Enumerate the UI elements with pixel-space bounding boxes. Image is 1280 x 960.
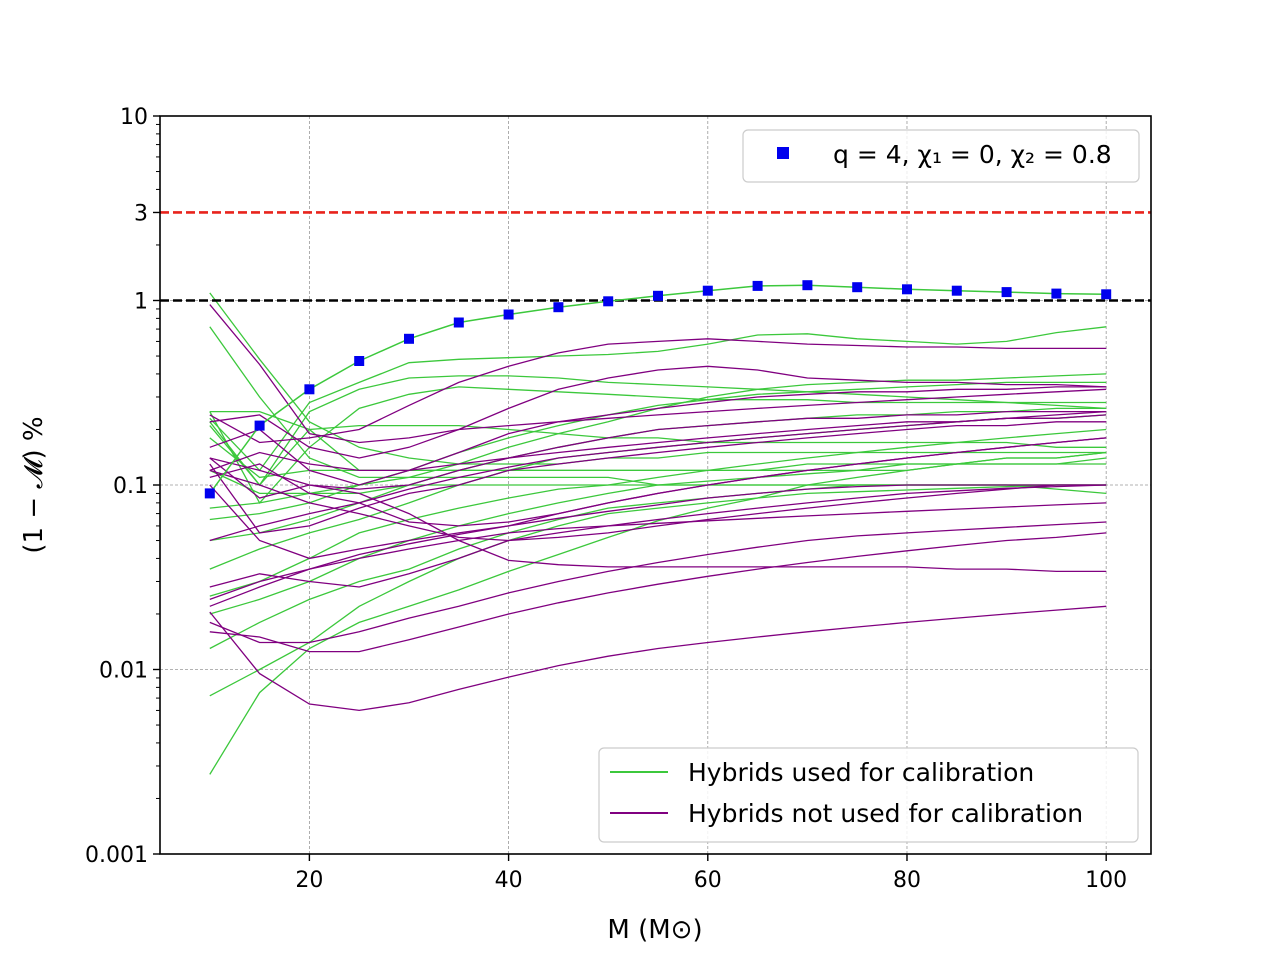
series-line-not-used (209, 484, 1107, 588)
legend-highlight-box (742, 129, 1140, 183)
legend-highlight-label: q = 4, χ₁ = 0, χ₂ = 0.8 (833, 140, 1112, 169)
series-line-not-used (209, 421, 1107, 534)
y-tick-label: 0.1 (113, 474, 148, 499)
series-line-not-used (209, 410, 1107, 499)
series-line-not-used (209, 437, 1107, 560)
series-line-used (209, 451, 1107, 775)
series-line-not-used (209, 502, 1107, 607)
x-tick-label: 60 (694, 868, 722, 893)
y-tick-label: 1 (134, 290, 148, 315)
series-line-used (209, 386, 1107, 505)
highlight-marker (802, 280, 813, 291)
highlight-marker (304, 384, 315, 395)
x-tick-label: 40 (495, 868, 523, 893)
x-tick-label: 20 (295, 868, 323, 893)
axis-ticks: 20 40 60 80 100 0.001 0.01 0.1 1 3 10 (85, 105, 1127, 893)
legend-label-used: Hybrids used for calibration (688, 758, 1034, 787)
series-line-not-used (209, 532, 1107, 653)
legend-highlight: q = 4, χ₁ = 0, χ₂ = 0.8 (742, 129, 1140, 183)
series-line-not-used (209, 338, 1107, 444)
highlight-marker (1101, 289, 1112, 300)
series-line-not-used (209, 410, 1107, 542)
series-line-used (209, 484, 1107, 697)
highlight-marker (553, 302, 564, 313)
series-line-not-used (209, 469, 1107, 542)
legend-label-not-used: Hybrids not used for calibration (688, 799, 1083, 828)
legend-highlight-marker (777, 147, 789, 159)
highlight-marker (852, 282, 863, 293)
series-line-not-used (209, 388, 1107, 486)
highlight-marker (453, 317, 464, 328)
highlight-marker (503, 309, 514, 320)
y-tick-label: 3 (134, 201, 148, 226)
y-tick-label: 10 (120, 105, 148, 130)
x-tick-label: 80 (893, 868, 921, 893)
y-tick-label: 0.01 (99, 659, 148, 684)
series-line-not-used (209, 304, 1107, 444)
legend-hybrids: Hybrids used for calibration Hybrids not… (598, 747, 1139, 843)
x-tick-label: 100 (1085, 868, 1127, 893)
x-axis-label: M (M⊙) (607, 915, 702, 945)
series-layer (209, 292, 1107, 775)
series-line-not-used (209, 365, 1107, 459)
series-line-used (209, 428, 1107, 597)
highlight-series (204, 280, 1112, 499)
y-tick-label: 0.001 (85, 843, 148, 868)
series-line-used (209, 375, 1107, 487)
series-line-not-used (209, 605, 1107, 712)
series-line-not-used (209, 484, 1107, 601)
series-line-not-used (209, 457, 1107, 573)
highlight-marker (354, 356, 365, 366)
highlight-marker (204, 488, 215, 499)
highlight-marker (902, 284, 912, 295)
legend-hybrids-box (598, 747, 1139, 843)
highlight-marker (752, 280, 763, 291)
highlight-marker (1001, 287, 1012, 298)
series-line-not-used (209, 521, 1107, 644)
highlight-marker (404, 333, 414, 344)
highlight-marker (1051, 288, 1062, 299)
highlight-marker (951, 285, 962, 296)
highlight-marker (653, 290, 663, 301)
highlight-marker (702, 285, 713, 296)
series-line-used (209, 326, 1107, 472)
highlight-marker (603, 296, 614, 307)
y-axis-label: (1 − 𝓜) % (19, 416, 49, 553)
highlight-marker (254, 420, 265, 431)
